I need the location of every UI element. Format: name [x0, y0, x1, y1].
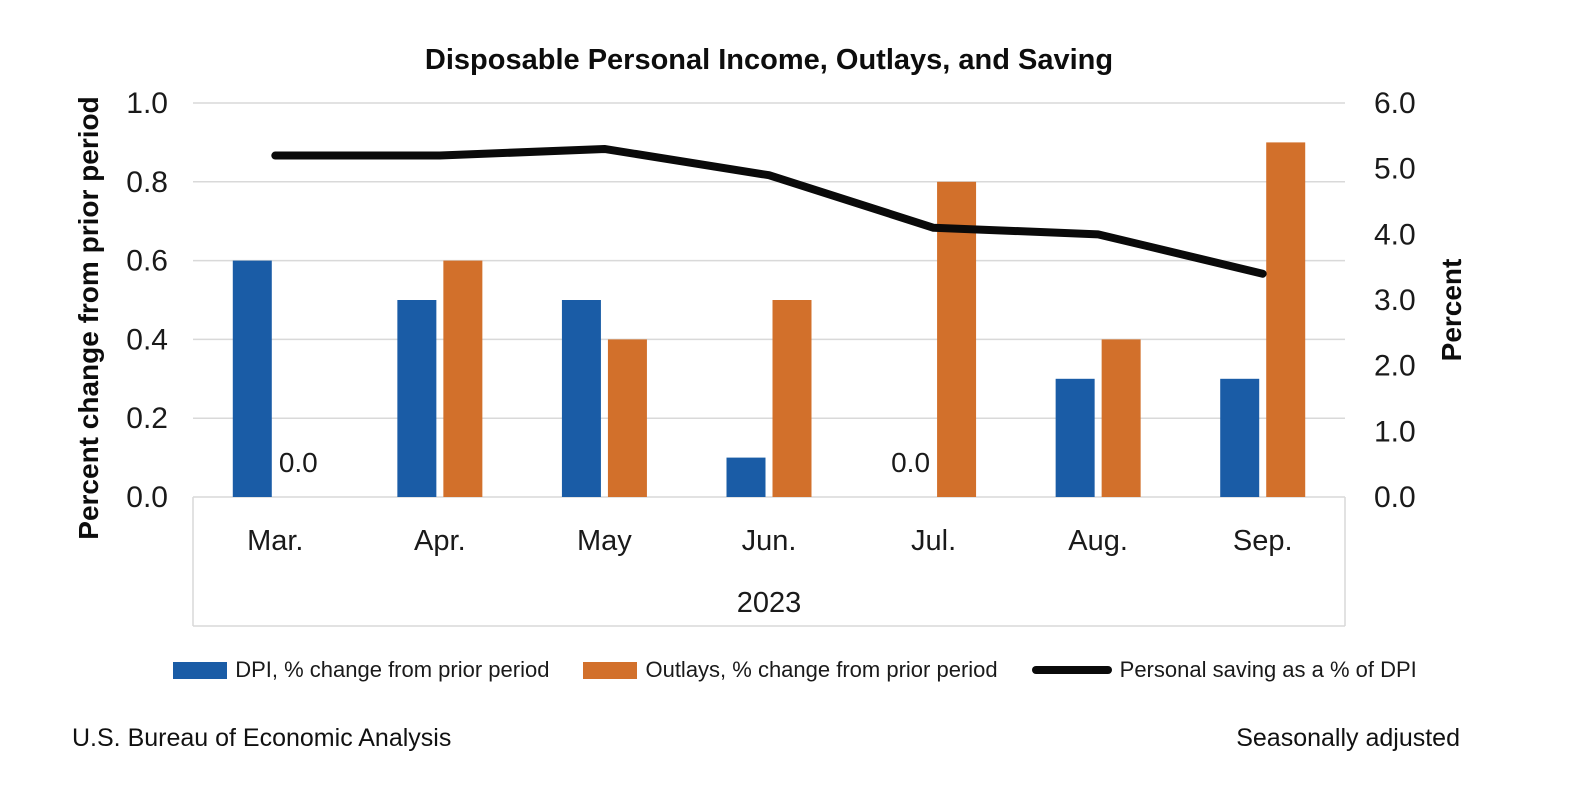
point-label: 0.0 — [279, 447, 318, 478]
legend-swatch-line — [1031, 666, 1112, 674]
legend-swatch-bar — [173, 661, 228, 679]
bar-dpi-jun — [726, 457, 766, 497]
legend-label: DPI, % change from prior period — [235, 657, 550, 682]
right-axis-tick-label: 6.0 — [1374, 87, 1416, 120]
year-label: 2023 — [737, 587, 802, 619]
legend-label: Outlays, % change from prior period — [645, 657, 998, 682]
legend-item: Personal saving as a % of DPI — [1031, 657, 1417, 683]
bar-outlays-apr — [443, 260, 483, 497]
right-axis-tick-label: 3.0 — [1374, 284, 1416, 317]
category-label: Aug. — [1068, 525, 1128, 557]
legend-label: Personal saving as a % of DPI — [1119, 657, 1417, 682]
bar-dpi-apr — [397, 300, 437, 497]
footer-source: U.S. Bureau of Economic Analysis — [72, 724, 452, 752]
bar-outlays-jun — [772, 300, 812, 497]
legend-item: Outlays, % change from prior period — [583, 657, 998, 683]
category-label: May — [577, 525, 632, 557]
right-axis-tick-label: 2.0 — [1374, 350, 1416, 383]
category-axis-box — [192, 497, 1346, 627]
right-axis-tick-label: 5.0 — [1374, 153, 1416, 186]
left-axis-tick-label: 0.2 — [126, 402, 168, 435]
left-axis-tick-label: 1.0 — [126, 87, 168, 120]
chart-title: Disposable Personal Income, Outlays, and… — [424, 44, 1114, 76]
category-label: Apr. — [414, 525, 466, 557]
left-axis-tick-label: 0.0 — [126, 481, 168, 514]
category-label: Jun. — [742, 525, 797, 557]
plot-area: 0.0 0.0 1.0 0.8 0.6 0.4 0.2 0.0 6.0 5.0 4.0 3.0 2.0 1… — [126, 87, 1416, 627]
bar-dpi-may — [561, 300, 601, 497]
right-axis-tick-label: 0.0 — [1374, 481, 1416, 514]
right-axis-tick-label: 4.0 — [1374, 218, 1416, 251]
category-label: Jul. — [911, 525, 956, 557]
left-axis-tick-label: 0.8 — [126, 166, 168, 199]
left-axis-tick-label: 0.4 — [126, 323, 168, 356]
legend: DPI, % change from prior period Outlays, … — [0, 657, 1590, 683]
legend-item: DPI, % change from prior period — [173, 657, 549, 683]
point-label: 0.0 — [891, 447, 930, 478]
legend-swatch-bar — [583, 661, 638, 679]
bar-dpi-sep — [1220, 378, 1260, 497]
saving-rate-line — [271, 144, 1267, 278]
bar-outlays-jul — [937, 181, 977, 498]
footer: U.S. Bureau of Economic Analysis Seasona… — [72, 724, 1460, 753]
category-label: Mar. — [247, 525, 303, 557]
bar-dpi-aug — [1055, 378, 1095, 497]
bar-outlays-sep — [1266, 142, 1306, 497]
bar-dpi-mar — [232, 260, 272, 497]
bar-outlays-may — [607, 339, 647, 497]
category-label: Sep. — [1233, 525, 1293, 557]
bar-outlays-aug — [1101, 339, 1141, 497]
left-axis-tick-label: 0.6 — [126, 245, 168, 278]
footer-note: Seasonally adjusted — [1236, 724, 1460, 752]
right-axis-tick-label: 1.0 — [1374, 415, 1416, 448]
